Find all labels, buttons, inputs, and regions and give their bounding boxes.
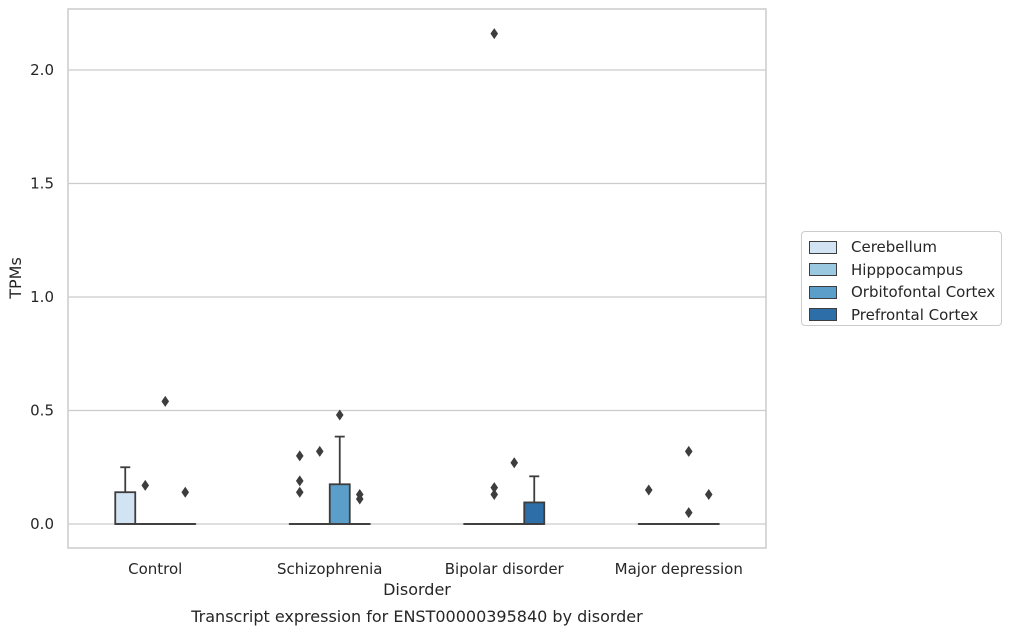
y-tick-labels: 0.0 0.5 1.0 1.5 2.0 <box>30 61 54 533</box>
y-axis-label: TPMs <box>6 257 25 300</box>
box-2-2 <box>503 457 526 525</box>
box-body <box>328 483 351 525</box>
legend-label: Cerebellum <box>851 238 937 257</box>
legend-item: Hipppocampus <box>802 259 1001 282</box>
outlier-point <box>315 445 324 457</box>
outlier-point <box>490 28 499 40</box>
outlier-point <box>295 450 304 462</box>
legend-item: Cerebellum <box>802 236 1001 259</box>
box-1-1 <box>308 445 331 525</box>
box-1-0 <box>288 450 311 525</box>
box-0-3 <box>174 486 197 525</box>
outlier-point <box>335 409 344 421</box>
box-3-3 <box>697 488 720 525</box>
outlier-point <box>295 486 304 498</box>
box-1-2 <box>328 409 351 525</box>
grid-lines <box>68 69 766 525</box>
legend-item: Orbitofontal Cortex <box>802 281 1001 304</box>
box-2-3 <box>523 475 546 525</box>
x-tick-label: Control <box>128 560 182 578</box>
box-groups <box>114 28 720 525</box>
y-tick-label: 1.0 <box>30 288 54 306</box>
box-body <box>114 491 137 525</box>
x-tick-label: Major depression <box>615 560 743 578</box>
outlier-point <box>684 507 693 519</box>
outlier-point <box>181 486 190 498</box>
outlier-point <box>704 488 713 500</box>
legend-item: Prefrontal Cortex <box>802 304 1001 327</box>
outlier-point <box>355 488 364 500</box>
box-3-2 <box>677 445 700 525</box>
y-tick-label: 2.0 <box>30 61 54 79</box>
box-3-0 <box>637 484 660 525</box>
outlier-point <box>684 445 693 457</box>
box-0-1 <box>134 479 157 525</box>
box-0-2 <box>154 395 177 525</box>
box-1-3 <box>348 488 371 525</box>
y-tick-label: 0.5 <box>30 402 54 420</box>
outlier-point <box>295 475 304 487</box>
chart-caption: Transcript expression for ENST0000039584… <box>190 607 643 626</box>
legend-label: Hipppocampus <box>851 260 964 279</box>
box-body <box>523 501 546 525</box>
legend-swatch <box>809 308 837 322</box>
x-tick-label: Schizophrenia <box>277 560 382 578</box>
box-0-0 <box>114 466 137 525</box>
legend-swatch <box>809 240 837 254</box>
outlier-point <box>490 482 499 494</box>
y-tick-label: 1.5 <box>30 175 54 193</box>
outlier-point <box>644 484 653 496</box>
outlier-point <box>490 488 499 500</box>
x-tick-labels: Control Schizophrenia Bipolar disorder Majo… <box>128 560 743 578</box>
legend-swatch <box>809 263 837 277</box>
legend-label: Orbitofontal Cortex <box>851 283 996 302</box>
outlier-point <box>510 457 519 469</box>
outlier-point <box>161 395 170 407</box>
y-tick-label: 0.0 <box>30 515 54 533</box>
x-axis-label: Disorder <box>383 580 451 599</box>
legend-swatch <box>809 285 837 299</box>
x-tick-label: Bipolar disorder <box>445 560 565 578</box>
plot-frame <box>67 8 767 549</box>
legend-label: Prefrontal Cortex <box>851 305 979 324</box>
legend: Cerebellum Hipppocampus Orbitofontal Corte… <box>801 231 1002 326</box>
box-2-1 <box>483 28 506 525</box>
outlier-point <box>141 479 150 491</box>
